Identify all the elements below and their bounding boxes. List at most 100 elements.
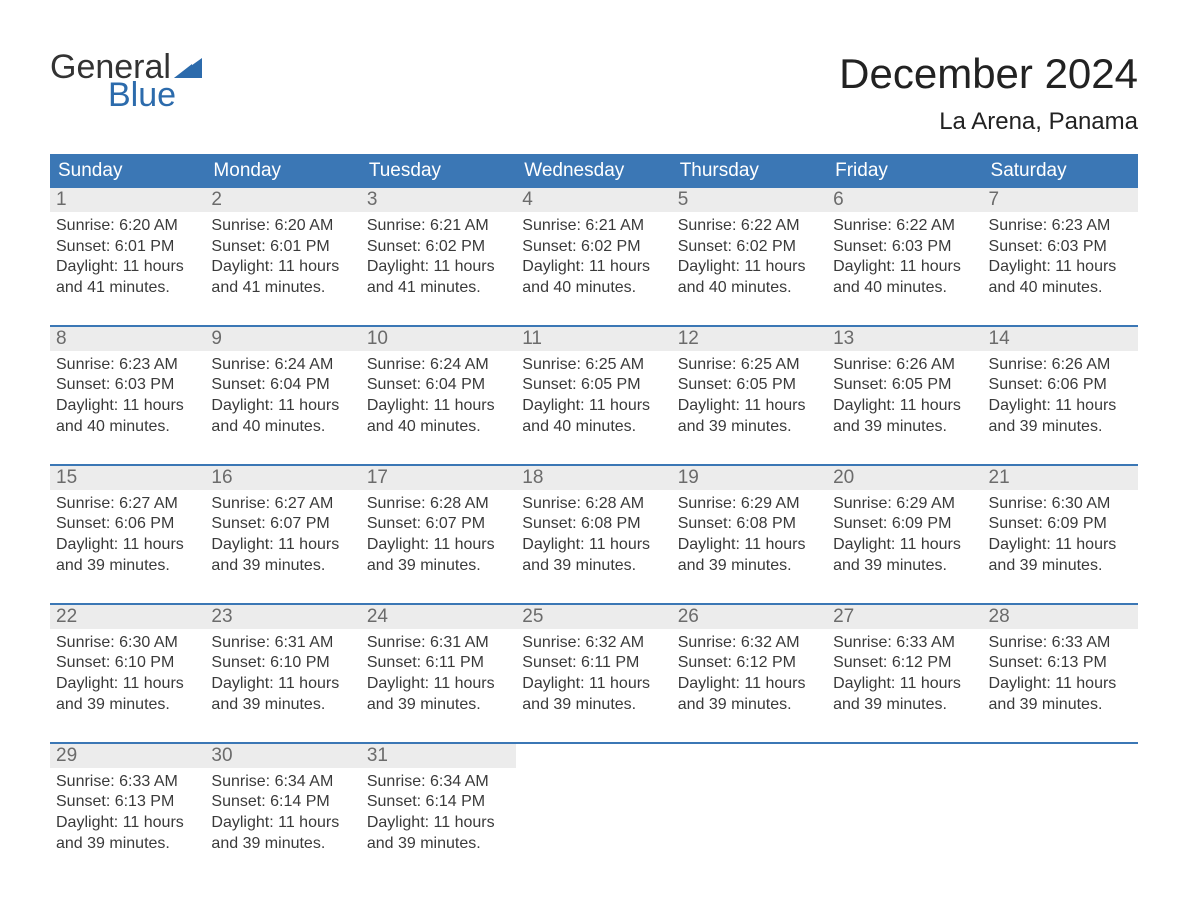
daylight-text-2: and 41 minutes. bbox=[367, 278, 510, 299]
daylight-text-2: and 39 minutes. bbox=[211, 834, 354, 855]
sunrise-text: Sunrise: 6:34 AM bbox=[211, 772, 354, 793]
calendar-week: 29Sunrise: 6:33 AMSunset: 6:13 PMDayligh… bbox=[50, 742, 1138, 863]
weekday-header-row: Sunday Monday Tuesday Wednesday Thursday… bbox=[50, 154, 1138, 188]
sunrise-text: Sunrise: 6:26 AM bbox=[989, 355, 1132, 376]
sunrise-text: Sunrise: 6:25 AM bbox=[522, 355, 665, 376]
sunrise-text: Sunrise: 6:33 AM bbox=[989, 633, 1132, 654]
location-label: La Arena, Panama bbox=[839, 108, 1138, 136]
calendar-day: 5Sunrise: 6:22 AMSunset: 6:02 PMDaylight… bbox=[672, 188, 827, 307]
sunset-text: Sunset: 6:01 PM bbox=[211, 237, 354, 258]
day-details: Sunrise: 6:23 AMSunset: 6:03 PMDaylight:… bbox=[50, 351, 205, 446]
daylight-text-1: Daylight: 11 hours bbox=[211, 396, 354, 417]
sunset-text: Sunset: 6:03 PM bbox=[56, 375, 199, 396]
day-number: 12 bbox=[672, 327, 827, 351]
day-details: Sunrise: 6:29 AMSunset: 6:09 PMDaylight:… bbox=[827, 490, 982, 585]
daylight-text-1: Daylight: 11 hours bbox=[833, 396, 976, 417]
day-details: Sunrise: 6:28 AMSunset: 6:08 PMDaylight:… bbox=[516, 490, 671, 585]
weekday-header: Friday bbox=[827, 154, 982, 188]
day-details: Sunrise: 6:24 AMSunset: 6:04 PMDaylight:… bbox=[361, 351, 516, 446]
weekday-header: Sunday bbox=[50, 154, 205, 188]
sunrise-text: Sunrise: 6:20 AM bbox=[56, 216, 199, 237]
calendar-day: 6Sunrise: 6:22 AMSunset: 6:03 PMDaylight… bbox=[827, 188, 982, 307]
calendar-day: 20Sunrise: 6:29 AMSunset: 6:09 PMDayligh… bbox=[827, 466, 982, 585]
day-number: 23 bbox=[205, 605, 360, 629]
day-details: Sunrise: 6:27 AMSunset: 6:06 PMDaylight:… bbox=[50, 490, 205, 585]
daylight-text-1: Daylight: 11 hours bbox=[367, 813, 510, 834]
day-details: Sunrise: 6:25 AMSunset: 6:05 PMDaylight:… bbox=[516, 351, 671, 446]
daylight-text-1: Daylight: 11 hours bbox=[989, 535, 1132, 556]
sunset-text: Sunset: 6:06 PM bbox=[989, 375, 1132, 396]
day-number: 13 bbox=[827, 327, 982, 351]
calendar-day: 24Sunrise: 6:31 AMSunset: 6:11 PMDayligh… bbox=[361, 605, 516, 724]
daylight-text-2: and 41 minutes. bbox=[56, 278, 199, 299]
day-details: Sunrise: 6:30 AMSunset: 6:09 PMDaylight:… bbox=[983, 490, 1138, 585]
day-details: Sunrise: 6:26 AMSunset: 6:06 PMDaylight:… bbox=[983, 351, 1138, 446]
calendar-week: 8Sunrise: 6:23 AMSunset: 6:03 PMDaylight… bbox=[50, 325, 1138, 446]
sunrise-text: Sunrise: 6:25 AM bbox=[678, 355, 821, 376]
daylight-text-1: Daylight: 11 hours bbox=[522, 396, 665, 417]
sunset-text: Sunset: 6:05 PM bbox=[522, 375, 665, 396]
daylight-text-2: and 39 minutes. bbox=[56, 695, 199, 716]
day-details: Sunrise: 6:23 AMSunset: 6:03 PMDaylight:… bbox=[983, 212, 1138, 307]
day-details: Sunrise: 6:32 AMSunset: 6:12 PMDaylight:… bbox=[672, 629, 827, 724]
daylight-text-1: Daylight: 11 hours bbox=[522, 535, 665, 556]
day-number: 10 bbox=[361, 327, 516, 351]
day-number: 11 bbox=[516, 327, 671, 351]
daylight-text-2: and 40 minutes. bbox=[989, 278, 1132, 299]
sunrise-text: Sunrise: 6:21 AM bbox=[367, 216, 510, 237]
calendar-day: 25Sunrise: 6:32 AMSunset: 6:11 PMDayligh… bbox=[516, 605, 671, 724]
sunset-text: Sunset: 6:05 PM bbox=[833, 375, 976, 396]
sunrise-text: Sunrise: 6:24 AM bbox=[367, 355, 510, 376]
sunrise-text: Sunrise: 6:24 AM bbox=[211, 355, 354, 376]
sunset-text: Sunset: 6:03 PM bbox=[833, 237, 976, 258]
day-number: 5 bbox=[672, 188, 827, 212]
daylight-text-1: Daylight: 11 hours bbox=[833, 257, 976, 278]
sunset-text: Sunset: 6:09 PM bbox=[833, 514, 976, 535]
daylight-text-2: and 40 minutes. bbox=[367, 417, 510, 438]
day-details: Sunrise: 6:34 AMSunset: 6:14 PMDaylight:… bbox=[205, 768, 360, 863]
day-details: Sunrise: 6:34 AMSunset: 6:14 PMDaylight:… bbox=[361, 768, 516, 863]
sunset-text: Sunset: 6:14 PM bbox=[211, 792, 354, 813]
sunset-text: Sunset: 6:02 PM bbox=[367, 237, 510, 258]
day-number: 28 bbox=[983, 605, 1138, 629]
day-number: 26 bbox=[672, 605, 827, 629]
sunset-text: Sunset: 6:11 PM bbox=[367, 653, 510, 674]
daylight-text-1: Daylight: 11 hours bbox=[989, 396, 1132, 417]
day-details: Sunrise: 6:32 AMSunset: 6:11 PMDaylight:… bbox=[516, 629, 671, 724]
daylight-text-2: and 40 minutes. bbox=[522, 278, 665, 299]
weekday-header: Wednesday bbox=[516, 154, 671, 188]
daylight-text-1: Daylight: 11 hours bbox=[56, 674, 199, 695]
daylight-text-2: and 39 minutes. bbox=[678, 417, 821, 438]
calendar-day: 7Sunrise: 6:23 AMSunset: 6:03 PMDaylight… bbox=[983, 188, 1138, 307]
sunset-text: Sunset: 6:10 PM bbox=[56, 653, 199, 674]
daylight-text-1: Daylight: 11 hours bbox=[522, 257, 665, 278]
sunrise-text: Sunrise: 6:32 AM bbox=[522, 633, 665, 654]
calendar-day: 19Sunrise: 6:29 AMSunset: 6:08 PMDayligh… bbox=[672, 466, 827, 585]
sunrise-text: Sunrise: 6:20 AM bbox=[211, 216, 354, 237]
day-details: Sunrise: 6:21 AMSunset: 6:02 PMDaylight:… bbox=[516, 212, 671, 307]
sunrise-text: Sunrise: 6:33 AM bbox=[833, 633, 976, 654]
calendar-day: 1Sunrise: 6:20 AMSunset: 6:01 PMDaylight… bbox=[50, 188, 205, 307]
daylight-text-1: Daylight: 11 hours bbox=[367, 257, 510, 278]
sunrise-text: Sunrise: 6:30 AM bbox=[989, 494, 1132, 515]
daylight-text-2: and 39 minutes. bbox=[678, 695, 821, 716]
sunrise-text: Sunrise: 6:27 AM bbox=[211, 494, 354, 515]
sunrise-text: Sunrise: 6:28 AM bbox=[522, 494, 665, 515]
daylight-text-2: and 39 minutes. bbox=[522, 695, 665, 716]
calendar-day: 3Sunrise: 6:21 AMSunset: 6:02 PMDaylight… bbox=[361, 188, 516, 307]
sunset-text: Sunset: 6:09 PM bbox=[989, 514, 1132, 535]
daylight-text-1: Daylight: 11 hours bbox=[211, 813, 354, 834]
daylight-text-1: Daylight: 11 hours bbox=[678, 674, 821, 695]
sunrise-text: Sunrise: 6:31 AM bbox=[367, 633, 510, 654]
day-number: 14 bbox=[983, 327, 1138, 351]
sunset-text: Sunset: 6:13 PM bbox=[989, 653, 1132, 674]
sunset-text: Sunset: 6:04 PM bbox=[367, 375, 510, 396]
calendar-day: 14Sunrise: 6:26 AMSunset: 6:06 PMDayligh… bbox=[983, 327, 1138, 446]
calendar-day: 16Sunrise: 6:27 AMSunset: 6:07 PMDayligh… bbox=[205, 466, 360, 585]
day-details: Sunrise: 6:20 AMSunset: 6:01 PMDaylight:… bbox=[50, 212, 205, 307]
sunrise-text: Sunrise: 6:32 AM bbox=[678, 633, 821, 654]
day-number: 8 bbox=[50, 327, 205, 351]
daylight-text-1: Daylight: 11 hours bbox=[833, 674, 976, 695]
day-number: 22 bbox=[50, 605, 205, 629]
sunset-text: Sunset: 6:07 PM bbox=[211, 514, 354, 535]
